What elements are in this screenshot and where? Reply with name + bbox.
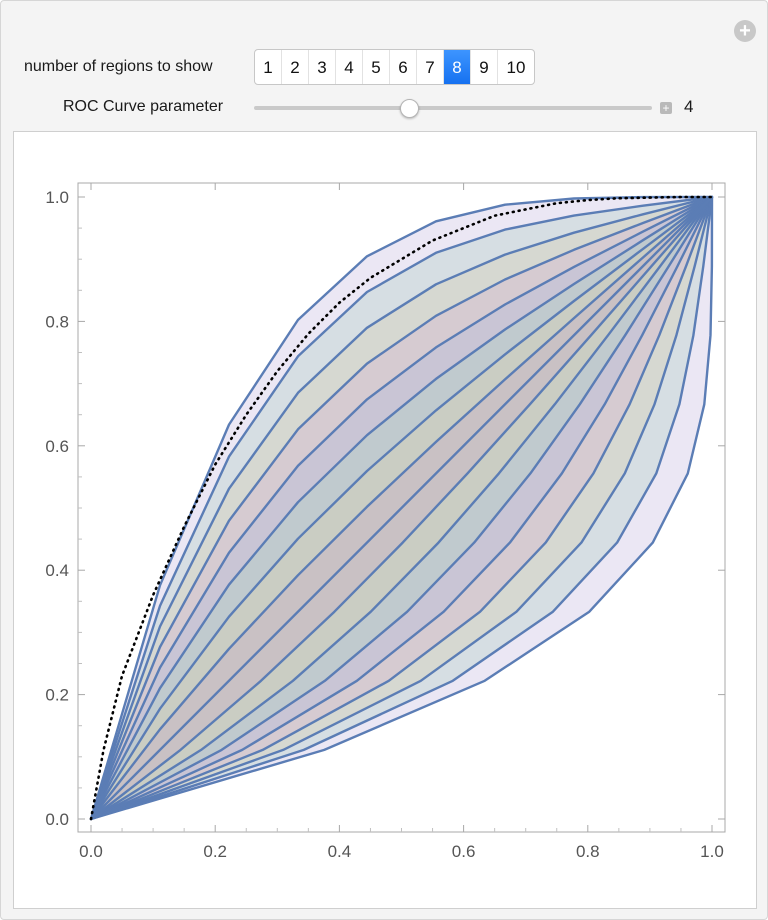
x-tick-label: 0.0 <box>79 842 103 861</box>
region-option-2[interactable]: 2 <box>282 50 309 84</box>
y-tick-label: 0.8 <box>45 312 69 331</box>
x-tick-label: 0.6 <box>452 842 476 861</box>
plus-circle-icon[interactable]: + <box>734 20 756 42</box>
y-tick-label: 0.4 <box>45 561 69 580</box>
roc-curve-dotted <box>89 195 714 821</box>
region-option-3[interactable]: 3 <box>309 50 336 84</box>
region-count-setter: 1 2 3 4 5 6 7 8 9 10 <box>254 49 535 85</box>
region-option-7[interactable]: 7 <box>417 50 444 84</box>
roc-parameter-label: ROC Curve parameter <box>63 98 224 115</box>
region-option-5[interactable]: 5 <box>363 50 390 84</box>
region-option-8[interactable]: 8 <box>444 50 471 84</box>
y-tick-label: 0.6 <box>45 437 69 456</box>
roc-parameter-slider-track[interactable] <box>254 106 652 110</box>
region-option-10[interactable]: 10 <box>506 58 526 77</box>
y-tick-label: 0.0 <box>45 810 69 829</box>
x-tick-label: 0.2 <box>203 842 227 861</box>
y-tick-label: 0.2 <box>45 686 69 705</box>
plus-square-icon[interactable]: + <box>660 102 672 114</box>
regions-label: number of regions to show <box>24 58 213 75</box>
roc-regions-chart: 0.0 0.0 0.2 0.2 0.4 0.4 0.6 0.6 0.8 0.8 1.0 1.0 <box>45 182 726 861</box>
x-tick-label: 1.0 <box>700 842 724 861</box>
region-option-1[interactable]: 1 <box>255 50 282 84</box>
x-tick-label: 0.4 <box>328 842 352 861</box>
region-option-9[interactable]: 9 <box>471 50 498 84</box>
x-tick-label: 0.8 <box>576 842 600 861</box>
plot-area: 0.0 0.0 0.2 0.2 0.4 0.4 0.6 0.6 0.8 0.8 1.0 1.0 <box>13 131 757 909</box>
roc-parameter-value: 4 <box>684 97 694 116</box>
y-tick-label: 1.0 <box>45 188 69 207</box>
diagonal-line <box>90 196 713 820</box>
region-option-6[interactable]: 6 <box>390 50 417 84</box>
roc-parameter-slider-thumb[interactable] <box>400 99 419 118</box>
region-option-4[interactable]: 4 <box>336 50 363 84</box>
